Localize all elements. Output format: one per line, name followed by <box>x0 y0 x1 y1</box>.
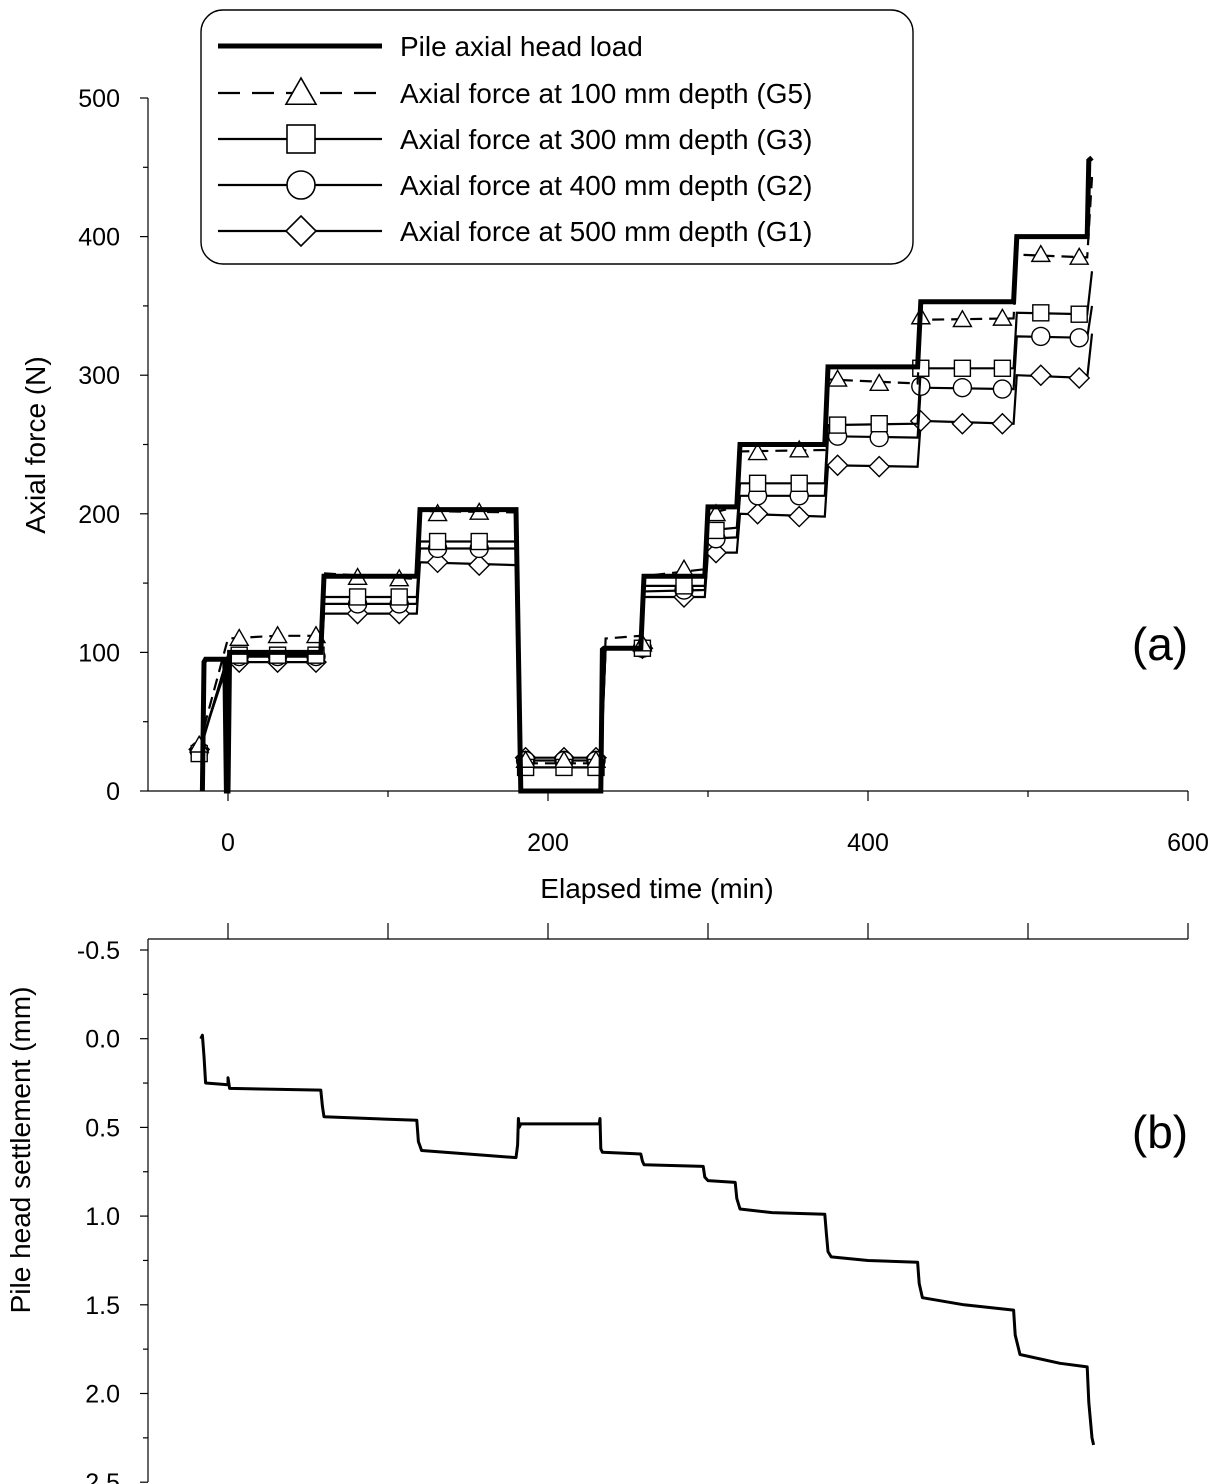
point-square <box>993 359 1012 377</box>
point-square <box>390 588 408 606</box>
point-triangle <box>1030 244 1052 263</box>
point-triangle <box>1068 246 1090 265</box>
point-triangle <box>267 625 288 644</box>
y-tick-label-b: 0.5 <box>85 1114 120 1142</box>
y-tick-label-b: -0.5 <box>77 937 120 965</box>
legend-diamond-marker <box>284 214 318 248</box>
y-tick-label-b: 2.5 <box>85 1469 120 1484</box>
point-square <box>790 474 808 493</box>
point-triangle <box>952 309 973 328</box>
series-line-square <box>198 271 1094 769</box>
point-circle <box>952 377 973 398</box>
panel-a-chart: 0 100 200 300 400 500 0 200 400 600 Elapsed time (… <box>20 85 1209 904</box>
legend-label: Pile axial head load <box>400 31 643 62</box>
y-tick-label-b: 1.5 <box>85 1292 120 1320</box>
y-tick-label: 0 <box>106 778 120 806</box>
legend-label: Axial force at 300 mm depth (G3) <box>400 124 812 155</box>
y-tick-label: 500 <box>78 85 120 113</box>
point-square <box>870 415 888 433</box>
point-diamond <box>951 412 974 435</box>
point-triangle <box>827 368 848 387</box>
point-diamond <box>909 409 932 432</box>
point-diamond <box>705 541 727 564</box>
point-square <box>1070 305 1088 323</box>
point-triangle <box>747 442 768 461</box>
x-tick-label: 200 <box>527 829 569 857</box>
point-diamond <box>991 412 1014 435</box>
y-tick-label: 300 <box>78 362 120 390</box>
point-diamond <box>826 454 849 477</box>
legend-label: Axial force at 400 mm depth (G2) <box>400 170 812 201</box>
legend-label: Axial force at 500 mm depth (G1) <box>400 216 812 247</box>
x-tick-label: 0 <box>221 829 235 857</box>
point-square <box>828 416 847 434</box>
point-square <box>675 577 693 595</box>
series-line-triangle <box>198 176 1094 765</box>
y-axis-title: Axial force (N) <box>20 356 51 533</box>
y-tick-label: 100 <box>78 639 120 667</box>
point-triangle <box>868 373 890 391</box>
point-square <box>748 474 767 493</box>
point-diamond <box>788 505 811 528</box>
point-diamond <box>746 502 769 525</box>
point-circle <box>1069 328 1089 348</box>
point-triangle <box>788 439 810 458</box>
point-diamond <box>468 554 491 577</box>
point-circle <box>1031 326 1051 347</box>
point-square <box>707 521 725 540</box>
y-tick-label-b: 1.0 <box>85 1203 120 1231</box>
point-triangle <box>228 628 250 646</box>
point-triangle <box>427 503 448 522</box>
y-axis-title-b: Pile head settlement (mm) <box>5 987 36 1314</box>
x-axis-title: Elapsed time (min) <box>540 873 773 904</box>
x-tick-label: 600 <box>1167 829 1209 857</box>
point-square <box>268 646 287 664</box>
y-tick-label: 200 <box>78 501 120 529</box>
y-tick-label-b: 2.0 <box>85 1381 120 1409</box>
point-square <box>348 588 367 606</box>
panel-b-chart: -0.5 0.0 0.5 1.0 1.5 2.0 2.5 Pile head settleme… <box>5 923 1189 1484</box>
y-tick-label-b: 0.0 <box>85 1026 120 1054</box>
point-square <box>428 532 447 551</box>
y-tick-label: 400 <box>78 224 120 252</box>
legend-triangle-marker <box>284 76 318 106</box>
point-square <box>230 646 248 664</box>
point-triangle <box>553 750 575 768</box>
legend-label: Axial force at 100 mm depth (G5) <box>400 78 812 109</box>
point-square <box>470 532 488 551</box>
point-circle <box>992 379 1013 399</box>
point-diamond <box>426 551 449 574</box>
point-diamond <box>1068 366 1091 389</box>
panel-label-a: (a) <box>1132 618 1188 670</box>
legend-box <box>200 9 914 265</box>
legend-square-marker <box>286 124 316 154</box>
point-diamond <box>1029 364 1052 387</box>
series-line-head-load <box>199 155 1094 794</box>
settlement-line <box>199 1033 1096 1446</box>
legend-circle-marker <box>286 170 316 200</box>
point-diamond <box>868 455 891 478</box>
series-line-diamond <box>198 333 1094 759</box>
point-triangle <box>992 307 1013 326</box>
point-square <box>1032 304 1050 322</box>
x-tick-label: 400 <box>847 829 889 857</box>
legend: Pile axial head load Axial force at 100 m… <box>200 9 914 265</box>
point-square <box>953 359 972 377</box>
panel-label-b: (b) <box>1132 1106 1188 1158</box>
point-triangle <box>705 503 727 522</box>
point-triangle <box>673 558 695 577</box>
